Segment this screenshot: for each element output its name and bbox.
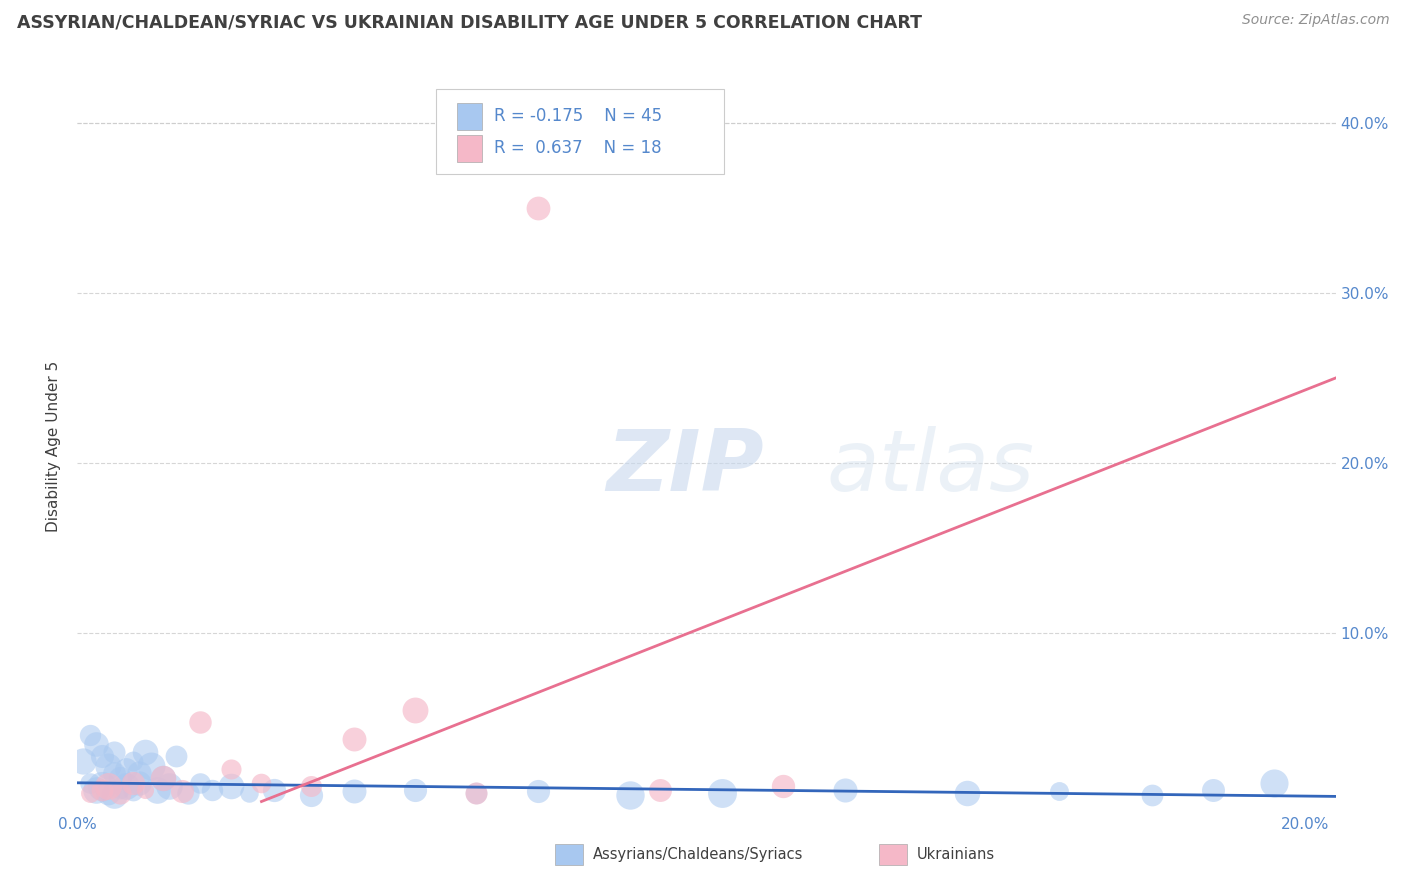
- Point: [177, 786, 200, 800]
- Text: ZIP: ZIP: [606, 426, 763, 509]
- Point: [103, 765, 125, 780]
- Point: [219, 779, 242, 793]
- Text: Ukrainians: Ukrainians: [917, 847, 995, 862]
- Y-axis label: Disability Age Under 5: Disability Age Under 5: [46, 360, 62, 532]
- Point: [165, 748, 187, 763]
- Point: [72, 754, 94, 768]
- Point: [201, 782, 224, 797]
- Point: [90, 748, 112, 763]
- Point: [103, 788, 125, 802]
- Point: [238, 786, 260, 800]
- Point: [170, 784, 193, 798]
- Text: R = -0.175    N = 45: R = -0.175 N = 45: [494, 107, 662, 126]
- Point: [342, 784, 364, 798]
- Point: [152, 771, 174, 785]
- Point: [97, 779, 120, 793]
- Point: [188, 776, 211, 790]
- Point: [110, 786, 132, 800]
- Point: [1049, 784, 1071, 798]
- Point: [710, 786, 733, 800]
- Point: [299, 788, 322, 802]
- Point: [250, 776, 273, 790]
- Point: [134, 745, 156, 759]
- Point: [115, 762, 138, 776]
- Point: [219, 762, 242, 776]
- Point: [299, 779, 322, 793]
- Point: [188, 714, 211, 729]
- Point: [97, 759, 120, 773]
- Point: [134, 782, 156, 797]
- Point: [103, 745, 125, 759]
- Point: [1263, 776, 1285, 790]
- Point: [152, 771, 174, 785]
- Point: [84, 782, 107, 797]
- Point: [121, 784, 143, 798]
- Point: [79, 776, 101, 790]
- Point: [90, 779, 112, 793]
- Point: [110, 782, 132, 797]
- Point: [1202, 782, 1225, 797]
- Point: [128, 765, 150, 780]
- Point: [139, 759, 162, 773]
- Point: [404, 782, 426, 797]
- Point: [157, 779, 180, 793]
- Point: [619, 788, 641, 802]
- Point: [121, 776, 143, 790]
- Text: atlas: atlas: [827, 426, 1033, 509]
- Point: [650, 782, 672, 797]
- Point: [97, 786, 120, 800]
- Point: [79, 728, 101, 742]
- Point: [146, 782, 169, 797]
- Point: [84, 737, 107, 751]
- Point: [404, 703, 426, 717]
- Point: [956, 786, 979, 800]
- Point: [772, 779, 794, 793]
- Point: [79, 786, 101, 800]
- Point: [115, 779, 138, 793]
- Text: Assyrians/Chaldeans/Syriacs: Assyrians/Chaldeans/Syriacs: [593, 847, 804, 862]
- Text: R =  0.637    N = 18: R = 0.637 N = 18: [494, 139, 661, 157]
- Text: ASSYRIAN/CHALDEAN/SYRIAC VS UKRAINIAN DISABILITY AGE UNDER 5 CORRELATION CHART: ASSYRIAN/CHALDEAN/SYRIAC VS UKRAINIAN DI…: [17, 13, 922, 31]
- Point: [342, 731, 364, 746]
- Point: [121, 754, 143, 768]
- Point: [90, 782, 112, 797]
- Point: [465, 786, 488, 800]
- Point: [1140, 788, 1163, 802]
- Point: [526, 201, 548, 215]
- Point: [834, 782, 856, 797]
- Point: [263, 782, 285, 797]
- Point: [465, 786, 488, 800]
- Text: Source: ZipAtlas.com: Source: ZipAtlas.com: [1241, 13, 1389, 28]
- Point: [128, 776, 150, 790]
- Point: [110, 771, 132, 785]
- Point: [526, 784, 548, 798]
